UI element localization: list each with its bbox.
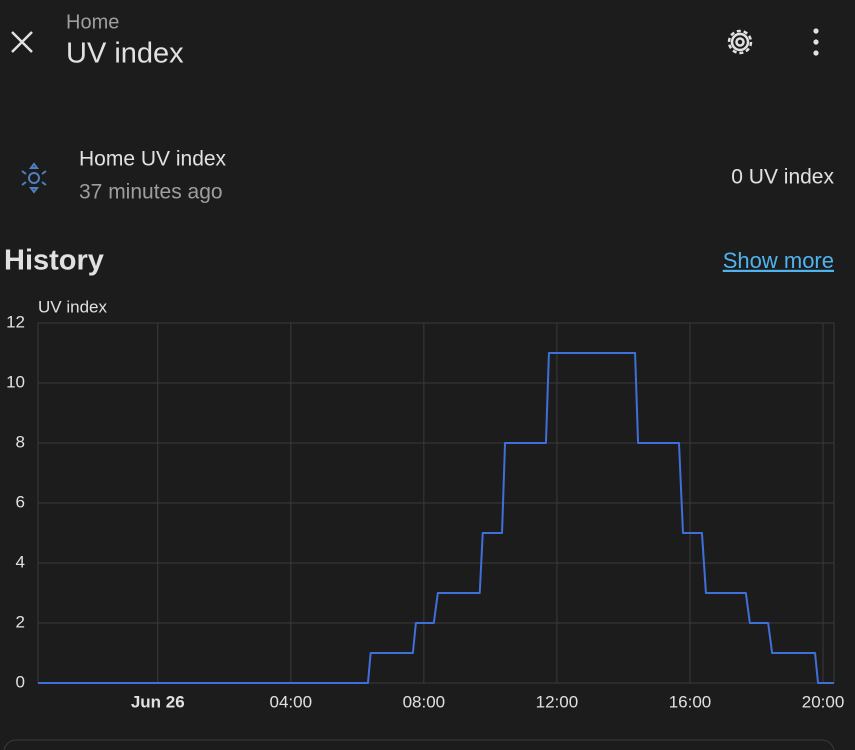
x-tick-label: Jun 26 [131, 692, 185, 711]
header-subtitle: Home [66, 11, 119, 33]
x-tick-label: 04:00 [270, 692, 313, 711]
history-title: History [4, 245, 104, 277]
x-tick-label: 08:00 [403, 692, 446, 711]
entity-last-changed: 37 minutes ago [79, 181, 223, 204]
y-tick-label: 6 [16, 492, 25, 511]
card-border [3, 739, 835, 750]
header-title: UV index [66, 38, 184, 70]
entity-icon [21, 162, 47, 194]
y-tick-label: 8 [16, 432, 25, 451]
y-tick-label: 10 [6, 372, 25, 391]
y-tick-label: 12 [6, 312, 25, 331]
entity-state: 0 UV index [731, 166, 834, 189]
y-tick-label: 4 [16, 552, 25, 571]
x-tick-label: 12:00 [536, 692, 579, 711]
show-more-link[interactable]: Show more [723, 248, 834, 273]
x-tick-label: 16:00 [669, 692, 712, 711]
entity-name: Home UV index [79, 148, 227, 171]
settings-button[interactable] [727, 29, 753, 55]
x-tick-label: 20:00 [802, 692, 845, 711]
y-tick-label: 0 [16, 672, 25, 691]
close-button[interactable] [11, 31, 33, 53]
menu-button[interactable] [813, 28, 819, 56]
y-tick-label: 2 [16, 612, 25, 631]
y-axis-label: UV index [38, 297, 107, 316]
chart: 0 2 4 6 8 10 12 Jun 26 04:00 08:00 12:00 16:00 20:00 [6, 312, 844, 711]
uv-line [38, 352, 834, 684]
